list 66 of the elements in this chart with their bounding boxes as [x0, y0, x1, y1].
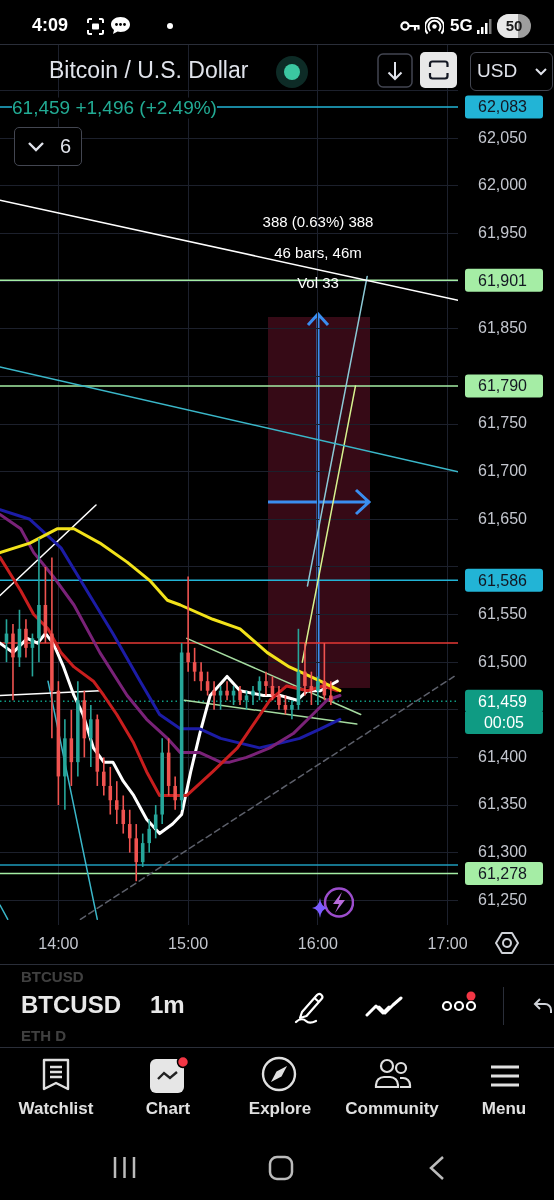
- y-tick-label: 62,050: [478, 128, 528, 146]
- candlestick: [251, 685, 255, 706]
- candlestick: [127, 808, 132, 854]
- candlestick: [316, 675, 320, 706]
- y-tick-label: 61,500: [478, 652, 528, 670]
- candlestick: [134, 823, 139, 882]
- x-tick-label: 17:00: [427, 935, 468, 953]
- x-tick-label: 16:00: [297, 935, 338, 953]
- candlestick: [147, 818, 151, 854]
- candlestick: [329, 680, 333, 706]
- x-tick-label: 15:00: [168, 935, 209, 953]
- text: Explore: [248, 1098, 312, 1119]
- ref-line-label: 61,586: [478, 571, 528, 589]
- candlestick: [290, 699, 294, 721]
- y-tick-label: 61,850: [478, 319, 528, 337]
- candlestick: [108, 766, 113, 816]
- candlestick: [225, 680, 229, 702]
- annotation: 388 (0.63%) 388: [262, 212, 374, 231]
- text: 61,459 +1,496 (+2.49%): [12, 96, 217, 119]
- candlestick: [24, 618, 28, 659]
- y-tick-label: 61,700: [478, 462, 528, 480]
- candlestick: [89, 704, 93, 768]
- annotation: 6: [60, 135, 72, 157]
- candlestick: [102, 756, 106, 797]
- text: Menu: [481, 1098, 527, 1119]
- candlestick: [303, 642, 307, 697]
- candlestick: [173, 775, 177, 811]
- text: USD: [477, 59, 518, 82]
- text: 1m: [150, 990, 185, 1019]
- text: BTCUSD: [21, 967, 84, 986]
- text: 5G: [450, 15, 473, 36]
- annotation: 46 bars, 46m: [274, 243, 362, 262]
- text: Community: [345, 1098, 439, 1119]
- text: Chart: [145, 1098, 191, 1119]
- text: ETH D: [21, 1026, 66, 1045]
- x-tick-label: 14:00: [38, 935, 79, 953]
- text: 00:05: [465, 712, 543, 734]
- ref-line-label: 61,901: [478, 271, 528, 289]
- y-tick-label: 61,650: [478, 509, 528, 527]
- candlestick: [212, 680, 216, 711]
- candlestick: [186, 575, 190, 673]
- candlestick: [238, 685, 242, 706]
- candlestick: [199, 661, 203, 692]
- candlestick: [121, 794, 126, 835]
- candlestick: [264, 670, 268, 697]
- ref-line-label: 61,790: [478, 377, 528, 395]
- y-tick-label: 61,750: [478, 414, 528, 432]
- y-tick-label: 61,950: [478, 223, 528, 241]
- text: BTCUSD: [21, 990, 121, 1019]
- candlestick: [277, 685, 281, 711]
- text: Bitcoin / U.S. Dollar: [49, 57, 249, 84]
- candlestick: [11, 623, 15, 702]
- text: 4:09: [32, 15, 69, 36]
- candlestick: [114, 780, 119, 825]
- y-tick-label: 61,550: [478, 604, 528, 622]
- y-tick-label: 61,350: [478, 795, 528, 813]
- ref-line-label: 62,083: [478, 98, 528, 116]
- y-tick-label: 61,400: [478, 747, 528, 765]
- ref-line-label: 61,278: [478, 864, 528, 882]
- candlestick: [140, 832, 145, 868]
- ref-line-label: 61,459: [478, 692, 528, 710]
- y-tick-label: 62,000: [478, 176, 528, 194]
- text: 50: [505, 16, 523, 35]
- y-tick-label: 61,250: [478, 890, 528, 908]
- y-tick-label: 61,300: [478, 843, 528, 861]
- text: Watchlist: [18, 1098, 94, 1119]
